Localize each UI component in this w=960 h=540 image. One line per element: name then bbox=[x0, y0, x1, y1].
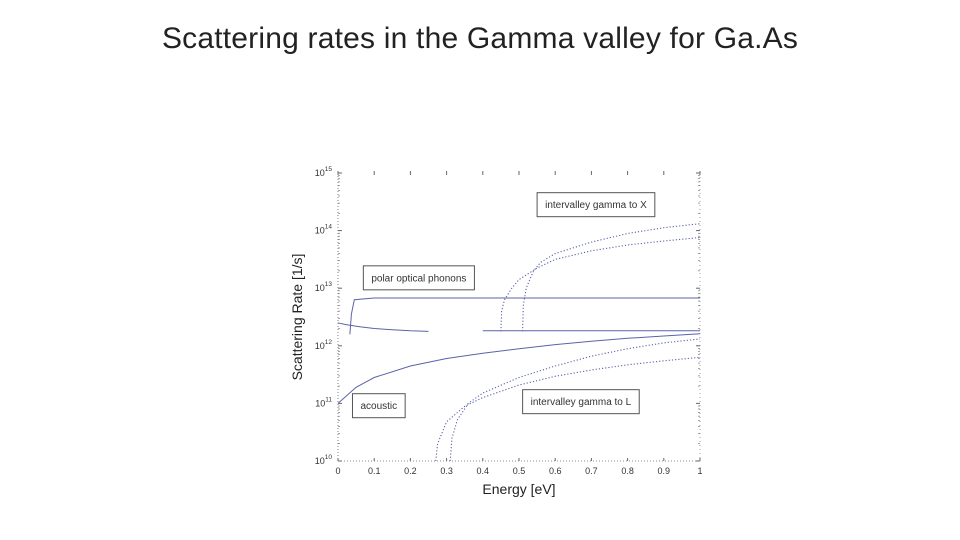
x-tick-label: 0.4 bbox=[477, 466, 490, 476]
x-tick-label: 0.1 bbox=[368, 466, 381, 476]
series-line-7 bbox=[500, 236, 701, 332]
series-line-2 bbox=[337, 322, 429, 332]
y-tick-label: 1014 bbox=[315, 224, 333, 236]
x-tick-label: 0 bbox=[335, 466, 340, 476]
y-tick-label: 1010 bbox=[315, 454, 333, 466]
y-tick-label: 1011 bbox=[315, 396, 332, 408]
axes: 0 0.1 0.2 0.3 0.4 0.5 0.6 0.7 0.8 0.9 1 1010 1011 101… bbox=[315, 166, 703, 476]
annotation-text: polar optical phonons bbox=[371, 273, 466, 284]
x-tick-label: 1 bbox=[697, 466, 702, 476]
x-tick-label: 0.2 bbox=[404, 466, 417, 476]
series-line-4 bbox=[349, 297, 700, 335]
x-tick-label: 0.3 bbox=[440, 466, 453, 476]
annotation-text: intervalley gamma to L bbox=[531, 397, 632, 408]
y-tick-label: 1015 bbox=[315, 166, 333, 178]
x-tick-label: 0.8 bbox=[621, 466, 634, 476]
series-line-5 bbox=[435, 356, 701, 462]
x-tick-label: 0.6 bbox=[549, 466, 562, 476]
series-line-1 bbox=[337, 333, 701, 404]
series-line-6 bbox=[449, 338, 701, 462]
annotation-box bbox=[362, 265, 475, 291]
y-tick-label: 1013 bbox=[315, 281, 333, 293]
annotation-text: acoustic bbox=[360, 401, 397, 412]
slide-title: Scattering rates in the Gamma valley for… bbox=[161, 22, 799, 55]
axis-labels: Energy [eV] Scattering Rate [1/s] bbox=[289, 254, 556, 497]
x-tick-label: 0.9 bbox=[658, 466, 671, 476]
x-tick-label: 0.7 bbox=[585, 466, 598, 476]
annotation-box bbox=[536, 192, 656, 218]
annotation-box bbox=[522, 389, 640, 415]
annotation-text: intervalley gamma to X bbox=[545, 200, 647, 211]
annotation-3: acoustic bbox=[351, 393, 406, 419]
y-tick-label: 1012 bbox=[315, 339, 333, 351]
annotation-1: intervalley gamma to X bbox=[536, 192, 656, 218]
x-tick-label: 0.5 bbox=[513, 466, 526, 476]
series-group bbox=[337, 223, 701, 462]
x-axis-title: Energy [eV] bbox=[482, 481, 555, 497]
annotation-box bbox=[351, 393, 406, 419]
annotation-4: intervalley gamma to L bbox=[522, 389, 640, 415]
y-axis-title: Scattering Rate [1/s] bbox=[289, 254, 305, 381]
annotation-2: polar optical phonons bbox=[362, 265, 475, 291]
annotations: intervalley gamma to X polar optical phon… bbox=[351, 192, 656, 419]
